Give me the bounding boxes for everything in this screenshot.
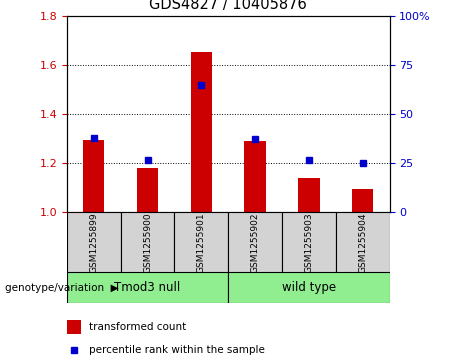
Bar [121,212,174,272]
Bar [228,272,390,303]
Text: wild type: wild type [282,281,336,294]
Title: GDS4827 / 10405876: GDS4827 / 10405876 [149,0,307,12]
Bar [244,141,266,212]
Text: GSM1255902: GSM1255902 [251,212,260,273]
Text: GSM1255903: GSM1255903 [304,212,313,273]
Bar [67,212,121,272]
Text: GSM1255900: GSM1255900 [143,212,152,273]
Bar [67,320,81,334]
Bar [352,189,373,212]
Bar [137,168,158,212]
Text: percentile rank within the sample: percentile rank within the sample [89,345,266,355]
Bar [336,212,390,272]
Text: Tmod3 null: Tmod3 null [114,281,181,294]
Text: GSM1255899: GSM1255899 [89,212,98,273]
Text: GSM1255904: GSM1255904 [358,212,367,273]
Text: GSM1255901: GSM1255901 [197,212,206,273]
Text: genotype/variation  ▶: genotype/variation ▶ [5,283,118,293]
Bar [298,178,319,212]
Bar [228,212,282,272]
Bar [83,140,105,212]
Bar [67,272,228,303]
Text: transformed count: transformed count [89,322,187,332]
Bar [174,212,228,272]
Bar [282,212,336,272]
Bar [190,52,212,212]
